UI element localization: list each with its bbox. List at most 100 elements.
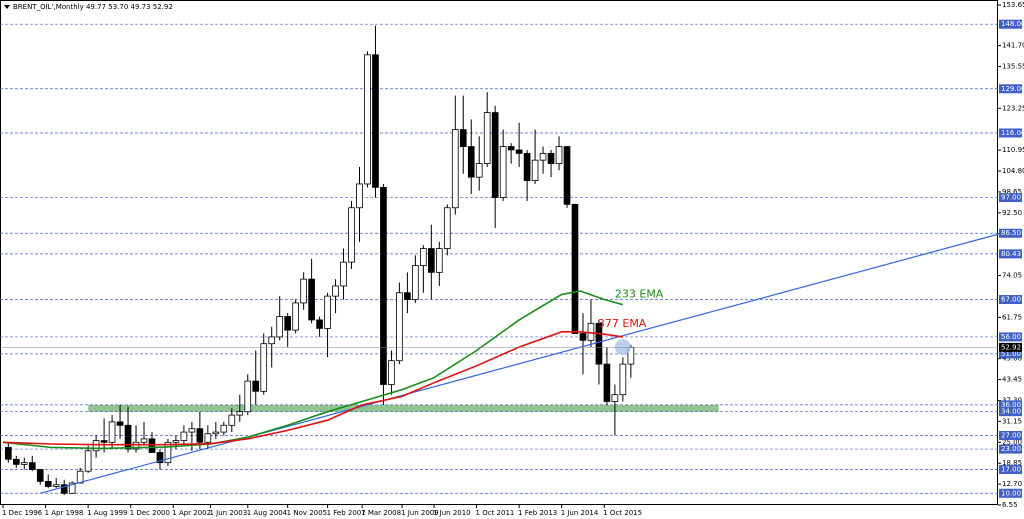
candle-body xyxy=(380,186,387,385)
candle-body xyxy=(412,265,419,300)
candle-body xyxy=(475,163,483,178)
y-tick-label: 123.25 xyxy=(1002,104,1024,112)
menu-arrow[interactable] xyxy=(4,5,10,9)
candle-body xyxy=(404,292,411,300)
plot-area xyxy=(0,0,998,505)
candle-body xyxy=(244,380,252,413)
candle-body xyxy=(451,129,459,209)
candle-body xyxy=(260,343,268,392)
candle-body xyxy=(332,285,339,297)
candle-body xyxy=(44,480,52,487)
candle-body xyxy=(316,319,323,329)
candle-body xyxy=(300,278,307,304)
x-tick-label: 1 Jun 2010 xyxy=(433,509,471,517)
level-box xyxy=(999,430,1022,440)
y-tick-label: 104.80 xyxy=(1002,167,1024,175)
y-tick-label: 18.85 xyxy=(1002,459,1022,467)
candle-body xyxy=(188,428,196,433)
x-tick-label: 1 Aug 1999 xyxy=(87,509,127,517)
candle-body xyxy=(140,438,148,443)
candle-body xyxy=(443,207,451,249)
candle-body xyxy=(20,462,28,465)
candle-body xyxy=(60,484,68,494)
support-zone xyxy=(88,404,719,412)
candle-body xyxy=(555,146,563,164)
candle-body xyxy=(372,54,379,188)
y-tick-label: 153.65 xyxy=(1002,1,1024,9)
level-label: 86.50 xyxy=(1001,229,1021,237)
y-tick-label: 141.70 xyxy=(1002,42,1024,50)
ema-label: 377 EMA xyxy=(598,317,647,330)
y-tick-label: 74.05 xyxy=(1002,272,1022,280)
x-tick-label: 1 Nov 2005 xyxy=(287,509,327,517)
candle-body xyxy=(276,316,284,338)
candle-body xyxy=(619,363,627,396)
level-label: 67.00 xyxy=(1001,296,1021,304)
candle-body xyxy=(236,411,244,416)
candle-body xyxy=(228,414,236,426)
candle-body xyxy=(364,54,371,185)
level-label: 51.00 xyxy=(1001,350,1021,358)
level-label: 129.00 xyxy=(1001,85,1024,93)
candle-body xyxy=(36,469,44,482)
level-box xyxy=(999,84,1022,94)
x-tick-label: 1 Feb 2013 xyxy=(518,509,557,517)
candle-body xyxy=(420,248,427,266)
level-box xyxy=(999,400,1022,410)
candle-body xyxy=(483,112,491,164)
candle-body xyxy=(172,440,180,443)
candle-body xyxy=(4,446,12,460)
level-box xyxy=(999,407,1022,417)
x-tick-label: 1 Dec 1996 xyxy=(2,509,43,517)
candle-body xyxy=(603,363,611,402)
y-tick-label: 92.50 xyxy=(1002,209,1022,217)
candle-body xyxy=(515,149,523,154)
last-price-label: 52.92 xyxy=(1001,343,1021,351)
candle-body xyxy=(268,336,276,345)
candle-body xyxy=(499,146,507,198)
candle-body xyxy=(148,438,156,453)
level-label: 27.00 xyxy=(1001,431,1021,439)
candle-body xyxy=(164,441,172,464)
level-label: 10.00 xyxy=(1001,489,1021,497)
level-box xyxy=(999,332,1022,342)
candle-body xyxy=(467,146,475,178)
y-tick-label: 25.00 xyxy=(1002,438,1022,446)
level-label: 23.00 xyxy=(1001,445,1021,453)
level-label: 34.00 xyxy=(1001,408,1021,416)
candle-body xyxy=(52,484,60,487)
candle-body xyxy=(196,428,204,443)
level-box xyxy=(999,464,1022,474)
candle-body xyxy=(12,458,20,465)
candle-body xyxy=(611,394,619,402)
level-box xyxy=(999,128,1022,138)
level-box xyxy=(999,249,1022,259)
x-tick-label: 1 Oct 2015 xyxy=(603,509,642,517)
x-tick-label: 1 Jun 2003 xyxy=(210,509,248,517)
y-tick-label: 6.55 xyxy=(1002,501,1018,509)
candle-body xyxy=(523,152,531,181)
candle-body xyxy=(308,278,315,321)
candle-body xyxy=(108,421,116,443)
y-tick-label: 61.75 xyxy=(1002,313,1022,321)
candle-body xyxy=(428,248,435,273)
x-tick-label: 1 Mar 2008 xyxy=(361,509,401,517)
y-tick-label: 110.95 xyxy=(1002,146,1024,154)
candle-body xyxy=(28,462,36,470)
candle-body xyxy=(212,431,220,435)
level-label: 80.43 xyxy=(1001,250,1021,258)
level-box xyxy=(999,444,1022,454)
ema-line xyxy=(2,331,623,446)
candle-body xyxy=(459,129,467,147)
level-label: 17.00 xyxy=(1001,465,1021,473)
candle-body xyxy=(124,424,132,450)
candle-body xyxy=(180,431,188,441)
ema-line xyxy=(2,290,624,450)
candle-body xyxy=(68,482,76,494)
candle-body xyxy=(396,292,403,362)
y-tick-label: 135.55 xyxy=(1002,63,1024,71)
trendline xyxy=(40,233,999,494)
candle-body xyxy=(348,207,355,263)
x-tick-label: 1 Jun 2009 xyxy=(401,509,439,517)
y-tick-label: 98.65 xyxy=(1002,188,1022,196)
